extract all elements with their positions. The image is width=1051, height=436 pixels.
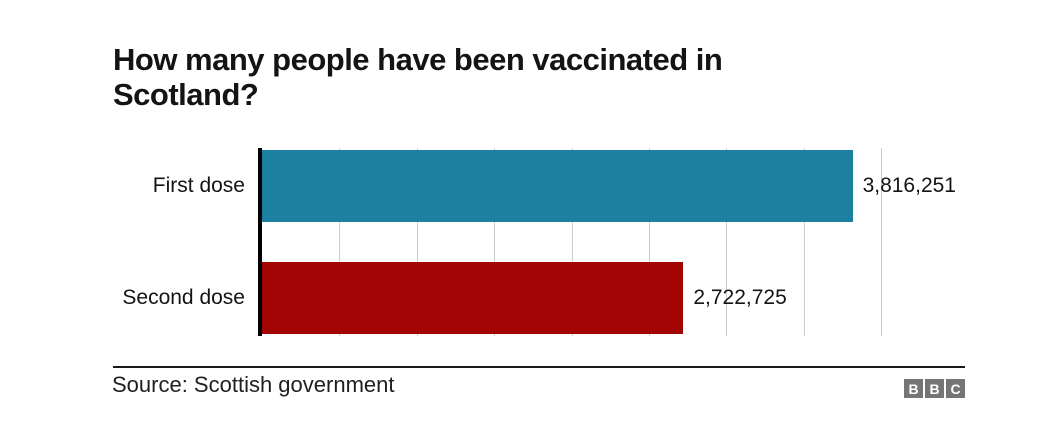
gridline <box>803 148 805 336</box>
bbc-logo-block-1: B <box>904 379 923 398</box>
bar-second-dose <box>262 262 684 334</box>
gridlines <box>262 148 882 336</box>
bbc-logo-block-2: B <box>925 379 944 398</box>
bar-first-dose <box>262 150 853 222</box>
bbc-logo: B B C <box>904 379 965 398</box>
category-label-first-dose: First dose <box>152 174 245 197</box>
gridline <box>494 148 496 336</box>
chart-title: How many people have been vaccinated in … <box>113 42 723 112</box>
category-label-second-dose: Second dose <box>122 286 245 309</box>
footer-divider <box>113 366 965 368</box>
gridline <box>881 148 882 336</box>
gridline <box>339 148 341 336</box>
gridline <box>416 148 418 336</box>
source-text: Source: Scottish government <box>112 372 395 397</box>
plot-area: 3,816,251 2,722,725 <box>258 148 956 336</box>
gridline <box>571 148 573 336</box>
gridline <box>648 148 650 336</box>
bbc-logo-block-3: C <box>946 379 965 398</box>
value-label-second-dose: 2,722,725 <box>693 286 787 309</box>
value-label-first-dose: 3,816,251 <box>862 174 956 197</box>
gridline <box>726 148 728 336</box>
